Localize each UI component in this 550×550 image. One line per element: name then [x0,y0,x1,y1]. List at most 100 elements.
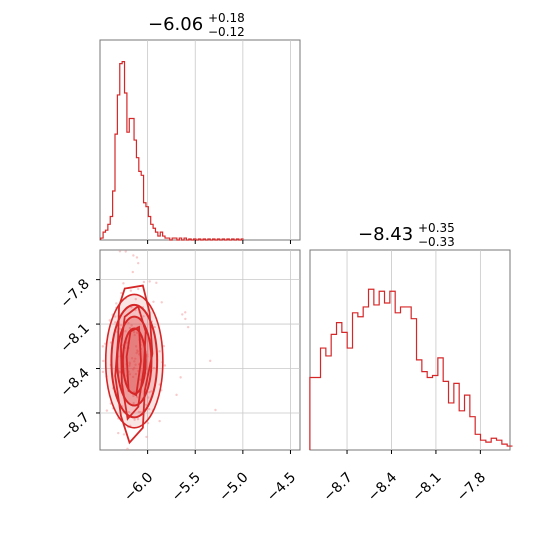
scatter-point [147,407,151,411]
scatter-point [133,366,136,370]
x-tick-label: −6.0 [121,470,156,505]
histogram-bin [358,317,363,450]
scatter-point [130,357,134,360]
title-1-value: −6.06 [148,14,203,35]
scatter-point [127,410,131,414]
x-tick-label: −8.7 [321,470,356,505]
histogram-bin [337,323,342,450]
histogram-bin [390,291,395,450]
x-tick-label: −8.4 [365,469,400,504]
scatter-point [184,311,187,314]
title-1-minus: −0.12 [208,25,245,39]
y-tick-label: −7.8 [57,276,92,311]
scatter-point [146,396,150,399]
title-2-minus: −0.33 [418,235,455,249]
histogram-bin [369,289,374,450]
histogram-bin [422,372,427,450]
scatter-point [136,350,140,353]
scatter-point [115,302,118,305]
histogram-bin [459,411,464,450]
scatter-point [108,319,111,322]
scatter-point [131,270,134,274]
scatter-point [128,373,132,376]
scatter-point [134,297,137,301]
contour-yticks: −8.7 −8.4 −8.1 −7.8 [57,276,100,445]
scatter-point [186,325,190,329]
histogram-grid-2 [346,250,481,450]
histogram-frame-1 [99,39,301,241]
scatter-point [137,287,140,291]
scatter-point [142,280,146,284]
scatter-point [132,402,135,405]
histogram-bin [475,434,480,450]
histogram-bin [401,307,406,450]
histogram-bin [342,332,347,450]
title-2-plus: +0.35 [418,221,455,235]
scatter-point [128,364,131,367]
histogram-bin [497,440,502,450]
scatter-point [142,315,145,318]
scatter-point [137,261,140,265]
histogram-bin [315,377,320,450]
scatter-point [139,378,142,381]
scatter-point [127,322,130,325]
histogram-bin [470,417,475,450]
scatter-point [153,325,156,329]
scatter-point [130,324,133,327]
histogram-bin [353,313,358,450]
x-tick-label: −7.8 [454,470,489,505]
scatter-point [148,390,151,394]
histogram-bin [465,395,470,450]
histogram-step-line [100,61,244,241]
scatter-point [118,327,122,330]
scatter-point [133,418,136,421]
histogram-bin [321,348,326,450]
histogram-ticks-2: −8.7 −8.4 −8.1 −7.8 [321,450,489,505]
scatter-point [136,417,140,421]
scatter-point [125,341,129,344]
contour-path [125,325,142,397]
scatter-point [152,300,155,304]
contour-path [114,284,154,445]
histogram-step-line [309,288,513,450]
histogram-bin [395,313,400,450]
scatter-point [126,447,129,450]
scatter-point [122,282,125,285]
histogram-bin [443,381,448,450]
scatter-point [144,403,148,407]
scatter-point [101,370,105,374]
scatter-point [119,324,123,327]
x-tick-label: −5.5 [169,470,204,505]
scatter-point [135,331,139,334]
scatter-point [148,280,151,283]
scatter-point [184,317,187,321]
x-tick-label: −8.1 [409,470,444,505]
scatter-point [133,333,136,337]
scatter-point [134,363,137,366]
histogram-bin [127,132,129,240]
scatter-point [114,321,117,324]
scatter-point [179,376,182,379]
scatter-point [146,421,150,425]
histogram-bin [427,377,432,450]
scatter-point [145,435,148,439]
x-tick-label: −4.5 [264,470,299,505]
histogram-bin [454,383,459,450]
scatter-point [146,353,149,356]
scatter-point [158,350,161,353]
histogram-bin [374,305,379,450]
histogram-bin [385,303,390,450]
contour-path [120,304,147,421]
scatter-point [132,254,135,257]
y-tick-label: −8.7 [57,409,92,444]
histogram-bin [438,358,443,450]
scatter-point [102,359,105,363]
histogram-bin [449,403,454,450]
contour-lines [104,284,164,445]
histogram-bin [347,348,352,450]
scatter-point [152,366,156,370]
histogram-steps-1 [100,61,244,241]
histogram-bin [379,291,384,450]
scatter-point [101,345,105,348]
